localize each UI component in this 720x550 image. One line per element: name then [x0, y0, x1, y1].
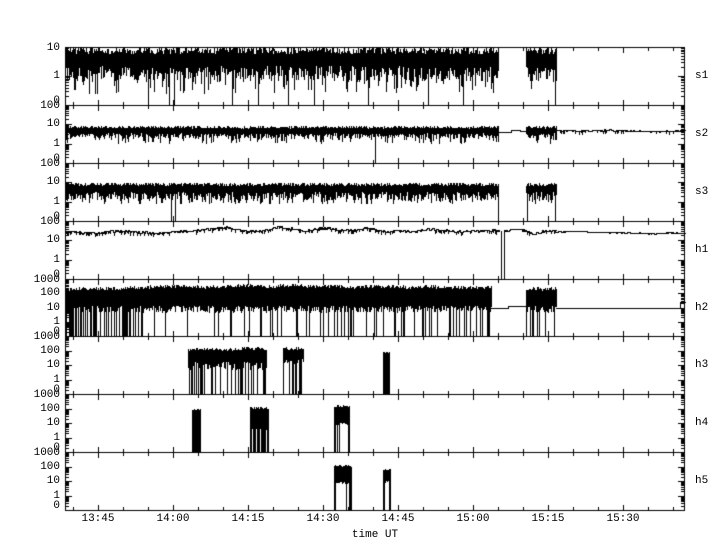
y-tick-label-h3: 10 — [46, 359, 60, 371]
y-tick-label-h2: 100 — [40, 287, 60, 299]
y-tick-label-s2-bottom: 0 — [53, 153, 60, 165]
panel-label-h2: h2 — [695, 302, 709, 314]
panel-label-h1: h1 — [695, 244, 709, 256]
y-tick-label-s2: 10 — [46, 118, 60, 130]
y-tick-label-s3: 1 — [53, 196, 60, 208]
y-tick-label-h3-bottom: 0 — [53, 384, 60, 396]
y-tick-label-h1: 100 — [40, 216, 60, 228]
x-tick-label: 14:15 — [231, 513, 265, 525]
x-tick-label: 14:30 — [306, 513, 340, 525]
panel-label-s2: s2 — [695, 128, 709, 140]
y-tick-label-h4: 1 — [53, 432, 60, 444]
x-tick-label: 14:00 — [156, 513, 190, 525]
x-tick-label: 14:45 — [381, 513, 415, 525]
x-tick-label: 15:30 — [606, 513, 640, 525]
x-tick-label: 15:15 — [531, 513, 565, 525]
y-tick-label-h3: 1 — [53, 374, 60, 386]
y-tick-label-h1: 10 — [46, 234, 60, 246]
y-tick-label-h3: 100 — [40, 345, 60, 357]
y-tick-label-h5: 10 — [46, 475, 60, 487]
y-tick-label-h5: 1000 — [33, 447, 60, 459]
y-tick-label-s3: 100 — [40, 158, 60, 170]
y-tick-label-h2: 1000 — [33, 274, 60, 286]
y-tick-label-h1-bottom: 0 — [53, 269, 60, 281]
panel-label-s1: s1 — [695, 70, 709, 82]
y-tick-label-h5: 100 — [40, 461, 60, 473]
x-tick-label: 13:45 — [81, 513, 115, 525]
y-tick-label-h4-bottom: 0 — [53, 442, 60, 454]
panel-label-h3: h3 — [695, 359, 709, 371]
y-tick-label-s2: 100 — [40, 100, 60, 112]
y-tick-label-h1: 1 — [53, 254, 60, 266]
y-tick-label-h2: 10 — [46, 302, 60, 314]
y-tick-label-h4: 10 — [46, 417, 60, 429]
y-tick-label-s3: 10 — [46, 176, 60, 188]
y-tick-label-h5: 1 — [53, 490, 60, 502]
x-axis-title: time UT — [351, 529, 399, 541]
y-tick-label-h3: 1000 — [33, 331, 60, 343]
y-tick-label-s2: 1 — [53, 138, 60, 150]
y-tick-label-s3-bottom: 0 — [53, 211, 60, 223]
y-tick-label-s1-bottom: 0 — [53, 95, 60, 107]
y-tick-label-s1: 10 — [46, 42, 60, 54]
y-tick-label-h2: 1 — [53, 316, 60, 328]
y-tick-label-h4: 100 — [40, 403, 60, 415]
panel-label-s3: s3 — [695, 186, 709, 198]
panel-label-h4: h4 — [695, 417, 709, 429]
y-tick-label-h5-bottom: 0 — [53, 500, 60, 512]
panel-label-h5: h5 — [695, 475, 709, 487]
y-tick-label-s1: 1 — [53, 70, 60, 82]
y-tick-label-h2-bottom: 0 — [53, 326, 60, 338]
x-tick-label: 15:00 — [456, 513, 490, 525]
y-tick-label-h4: 1000 — [33, 389, 60, 401]
